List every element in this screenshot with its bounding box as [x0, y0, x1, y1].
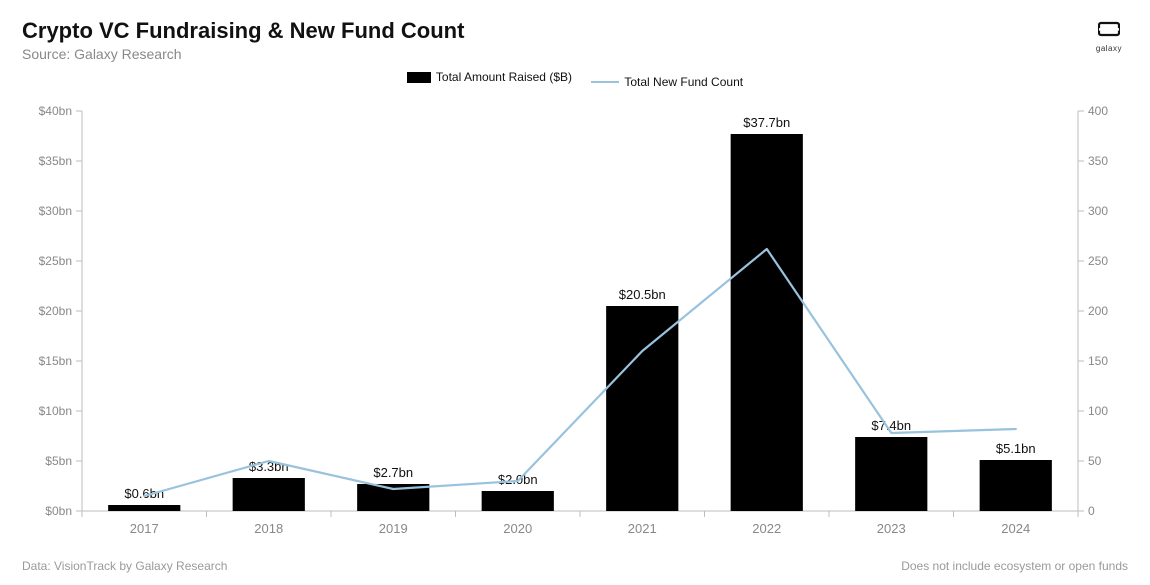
legend-label-line: Total New Fund Count	[624, 75, 743, 89]
x-category-label: 2024	[1001, 521, 1030, 536]
footer-right: Does not include ecosystem or open funds	[901, 559, 1128, 573]
bar	[980, 460, 1052, 511]
chart-container: Crypto VC Fundraising & New Fund Count S…	[0, 0, 1150, 585]
chart-subtitle: Source: Galaxy Research	[22, 46, 1128, 62]
bar	[482, 491, 554, 511]
y-left-tick: $25bn	[39, 254, 72, 268]
x-category-label: 2023	[877, 521, 906, 536]
y-right-tick: 150	[1088, 354, 1108, 368]
legend-label-bars: Total Amount Raised ($B)	[436, 70, 572, 84]
galaxy-logo-text: galaxy	[1096, 44, 1122, 53]
legend-item-bars: Total Amount Raised ($B)	[407, 70, 572, 84]
legend-item-line: Total New Fund Count	[591, 75, 743, 89]
bar	[606, 306, 678, 511]
bar-value-label: $5.1bn	[996, 441, 1036, 456]
bar	[731, 134, 803, 511]
y-right-tick: 50	[1088, 454, 1102, 468]
chart-area: $0bn $5bn $10bn $15bn $20bn $25bn $30bn $35bn $4…	[22, 95, 1128, 555]
legend-swatch-bar	[407, 72, 431, 83]
x-category-label: 2020	[503, 521, 532, 536]
y-right-tick: 350	[1088, 154, 1108, 168]
x-category-label: 2022	[752, 521, 781, 536]
bar-value-label: $0.6bn	[124, 486, 164, 501]
bar	[108, 505, 180, 511]
y-right-tick: 400	[1088, 104, 1108, 118]
chart-title: Crypto VC Fundraising & New Fund Count	[22, 18, 1128, 44]
x-category-label: 2017	[130, 521, 159, 536]
y-right-tick: 200	[1088, 304, 1108, 318]
bar-value-label: $2.7bn	[373, 465, 413, 480]
x-category-label: 2019	[379, 521, 408, 536]
y-right-tick: 300	[1088, 204, 1108, 218]
chart-svg: $0bn $5bn $10bn $15bn $20bn $25bn $30bn $35bn $4…	[22, 95, 1128, 555]
y-right-tick: 250	[1088, 254, 1108, 268]
y-left-tick: $35bn	[39, 154, 72, 168]
y-left-tick: $15bn	[39, 354, 72, 368]
x-category-label: 2021	[628, 521, 657, 536]
y-left-tick: $30bn	[39, 204, 72, 218]
bar	[855, 437, 927, 511]
legend: Total Amount Raised ($B) Total New Fund …	[22, 70, 1128, 89]
y-left-tick: $40bn	[39, 104, 72, 118]
x-category-label: 2018	[254, 521, 283, 536]
y-left-tick: $0bn	[45, 504, 72, 518]
y-left-tick: $5bn	[45, 454, 72, 468]
y-left-tick: $20bn	[39, 304, 72, 318]
bar	[233, 478, 305, 511]
galaxy-logo: galaxy	[1096, 20, 1122, 53]
y-right-tick: 0	[1088, 504, 1095, 518]
bar-value-label: $37.7bn	[743, 115, 790, 130]
footer-left: Data: VisionTrack by Galaxy Research	[22, 559, 227, 573]
bar-value-label: $7.4bn	[871, 418, 911, 433]
y-left-tick: $10bn	[39, 404, 72, 418]
bar-value-label: $20.5bn	[619, 287, 666, 302]
y-right-tick: 100	[1088, 404, 1108, 418]
galaxy-logo-icon	[1098, 20, 1120, 38]
legend-swatch-line	[591, 81, 619, 83]
